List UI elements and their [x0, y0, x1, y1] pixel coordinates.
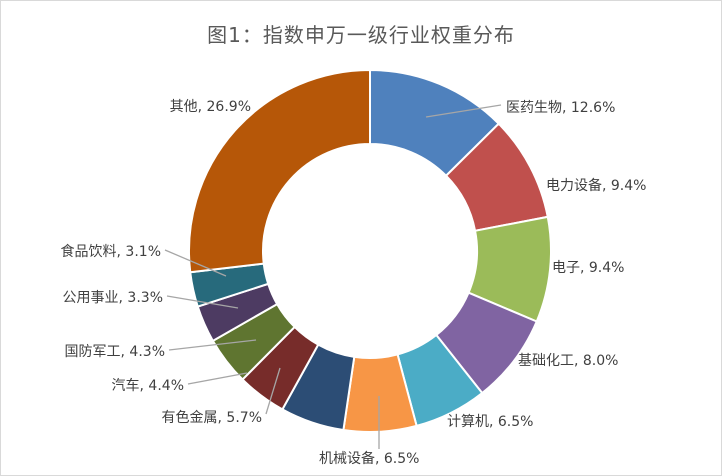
data-labels: 医药生物, 12.6% 电力设备, 9.4% 电子, 9.4% 基础化工, 8.0% 计… [61, 99, 647, 467]
chart-title: 图1：指数申万一级行业权重分布 [207, 23, 515, 47]
data-label-10: 公用事业, 3.3% [63, 290, 163, 306]
data-label-3: 电子, 9.4% [552, 260, 624, 276]
leader-line-8 [187, 372, 248, 385]
data-label-2: 电力设备, 9.4% [546, 177, 646, 194]
donut-slices [188, 68, 552, 433]
data-label-5: 计算机, 6.5% [447, 414, 533, 430]
leader-line-7 [265, 367, 281, 415]
data-label-6: 机械设备, 6.5% [319, 450, 419, 467]
data-label-11: 食品饮料, 3.1% [61, 243, 161, 260]
leader-lines [164, 104, 502, 449]
data-label-8: 汽车, 4.4% [112, 377, 184, 394]
data-label-12: 其他, 26.9% [170, 99, 251, 115]
leader-line-9 [168, 339, 257, 351]
leader-line-11 [164, 249, 227, 277]
slice-12 [188, 68, 371, 274]
data-label-1: 医药生物, 12.6% [506, 100, 615, 116]
leader-line-1 [425, 104, 502, 118]
data-label-7: 有色金属, 5.7% [162, 409, 262, 426]
data-label-9: 国防军工, 4.3% [65, 344, 165, 360]
leader-line-10 [166, 295, 239, 309]
data-label-4: 基础化工, 8.0% [518, 352, 618, 369]
